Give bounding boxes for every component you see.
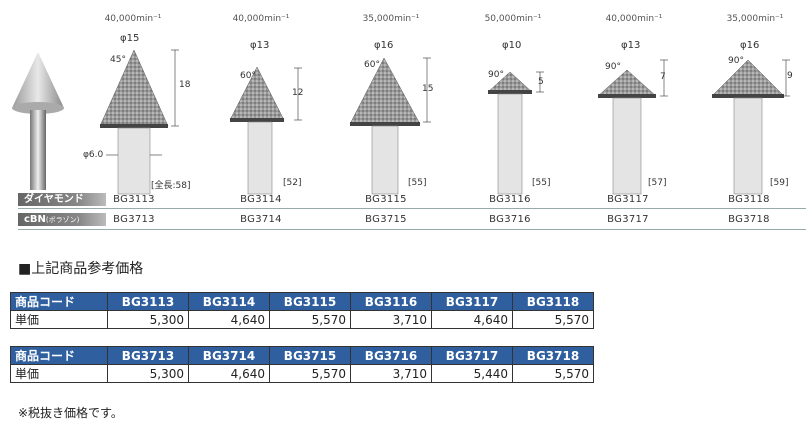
table-cell: 4,640 bbox=[431, 310, 513, 329]
table-row: 単価 5,300 4,640 5,570 3,710 4,640 5,570 bbox=[10, 310, 594, 329]
table-cell: 3,710 bbox=[350, 364, 432, 383]
diamond-code-2: BG3114 bbox=[240, 194, 282, 205]
divider bbox=[18, 229, 806, 230]
reference-5: [57] bbox=[648, 178, 667, 188]
diameter-label-4: φ10 bbox=[502, 40, 522, 51]
reference-3: [55] bbox=[408, 178, 427, 188]
diameter-label-2: φ13 bbox=[250, 40, 270, 51]
height-label-6: 9 bbox=[787, 71, 793, 81]
diameter-label-5: φ13 bbox=[621, 40, 641, 51]
table-header-cell: BG3715 bbox=[269, 346, 351, 365]
speed-4: 50,000min⁻¹ bbox=[484, 14, 542, 24]
shaft-diameter-label: φ6.0 bbox=[83, 150, 104, 160]
cbn-code-5: BG3717 bbox=[607, 214, 649, 225]
reference-1: [全長:58] bbox=[151, 181, 191, 191]
table-header-cell: BG3717 bbox=[431, 346, 513, 365]
table-cell: 5,300 bbox=[107, 364, 189, 383]
table-header-cell: BG3114 bbox=[188, 292, 270, 311]
section-title: ■上記商品参考価格 bbox=[18, 261, 144, 277]
height-label-1: 18 bbox=[179, 80, 191, 90]
row-label-cbn: cBN(ボラゾン) bbox=[18, 213, 106, 226]
reference-6: [59] bbox=[770, 178, 789, 188]
table-cell: 4,640 bbox=[188, 310, 270, 329]
height-label-5: 7 bbox=[660, 72, 666, 82]
table-cell: 5,440 bbox=[431, 364, 513, 383]
speed-2: 40,000min⁻¹ bbox=[232, 14, 290, 24]
speed-5: 40,000min⁻¹ bbox=[605, 14, 663, 24]
table-cell: 5,570 bbox=[512, 310, 594, 329]
cbn-code-6: BG3718 bbox=[728, 214, 770, 225]
angle-label-1: 45° bbox=[110, 55, 126, 65]
table-header-cell: BG3115 bbox=[269, 292, 351, 311]
angle-label-5: 90° bbox=[605, 62, 621, 72]
speed-3: 35,000min⁻¹ bbox=[362, 14, 420, 24]
table-header-cell: BG3718 bbox=[512, 346, 594, 365]
cbn-code-1: BG3713 bbox=[113, 214, 155, 225]
table-cell: 5,570 bbox=[512, 364, 594, 383]
table-row-label: 単価 bbox=[10, 364, 108, 383]
table-header-code: 商品コード bbox=[10, 292, 108, 311]
cbn-code-2: BG3714 bbox=[240, 214, 282, 225]
price-table-cbn: 商品コード BG3713 BG3714 BG3715 BG3716 BG3717… bbox=[10, 346, 594, 383]
table-header-cell: BG3713 bbox=[107, 346, 189, 365]
reference-2: [52] bbox=[283, 178, 302, 188]
table-header-row: 商品コード BG3113 BG3114 BG3115 BG3116 BG3117… bbox=[10, 292, 594, 311]
tax-note: ※税抜き価格です。 bbox=[18, 406, 123, 420]
cbn-code-3: BG3715 bbox=[365, 214, 407, 225]
height-label-3: 15 bbox=[422, 84, 434, 94]
row-label-diamond: ダイヤモンド bbox=[18, 193, 106, 206]
row-label-cbn-sub: (ボラゾン) bbox=[45, 216, 80, 224]
row-label-cbn-main: cBN bbox=[24, 214, 46, 225]
table-cell: 4,640 bbox=[188, 364, 270, 383]
angle-label-2: 60° bbox=[240, 71, 256, 81]
table-header-cell: BG3714 bbox=[188, 346, 270, 365]
height-label-2: 12 bbox=[292, 88, 304, 98]
product-photo bbox=[12, 52, 64, 190]
angle-label-4: 90° bbox=[488, 70, 504, 80]
diamond-code-6: BG3118 bbox=[728, 194, 770, 205]
diamond-code-1: BG3113 bbox=[113, 194, 155, 205]
table-header-cell: BG3716 bbox=[350, 346, 432, 365]
diameter-label-6: φ16 bbox=[740, 40, 760, 51]
table-header-cell: BG3117 bbox=[431, 292, 513, 311]
diamond-code-3: BG3115 bbox=[365, 194, 407, 205]
price-table-diamond: 商品コード BG3113 BG3114 BG3115 BG3116 BG3117… bbox=[10, 292, 594, 329]
diamond-code-5: BG3117 bbox=[607, 194, 649, 205]
table-cell: 5,570 bbox=[269, 310, 351, 329]
table-cell: 5,300 bbox=[107, 310, 189, 329]
divider bbox=[18, 208, 806, 209]
table-header-cell: BG3118 bbox=[512, 292, 594, 311]
table-cell: 3,710 bbox=[350, 310, 432, 329]
speed-1: 40,000min⁻¹ bbox=[104, 14, 162, 24]
table-row-label: 単価 bbox=[10, 310, 108, 329]
angle-label-3: 60° bbox=[364, 60, 380, 70]
table-header-cell: BG3116 bbox=[350, 292, 432, 311]
reference-4: [55] bbox=[532, 178, 551, 188]
table-header-cell: BG3113 bbox=[107, 292, 189, 311]
cbn-code-4: BG3716 bbox=[489, 214, 531, 225]
height-label-4: 5 bbox=[538, 77, 544, 87]
diameter-label-1: φ15 bbox=[120, 33, 140, 44]
table-cell: 5,570 bbox=[269, 364, 351, 383]
table-header-code: 商品コード bbox=[10, 346, 108, 365]
diamond-code-4: BG3116 bbox=[489, 194, 531, 205]
angle-label-6: 90° bbox=[728, 56, 744, 66]
tool-diagrams bbox=[99, 49, 790, 195]
diameter-label-3: φ16 bbox=[374, 40, 394, 51]
table-header-row: 商品コード BG3713 BG3714 BG3715 BG3716 BG3717… bbox=[10, 346, 594, 365]
speed-6: 35,000min⁻¹ bbox=[726, 14, 784, 24]
table-row: 単価 5,300 4,640 5,570 3,710 5,440 5,570 bbox=[10, 364, 594, 383]
